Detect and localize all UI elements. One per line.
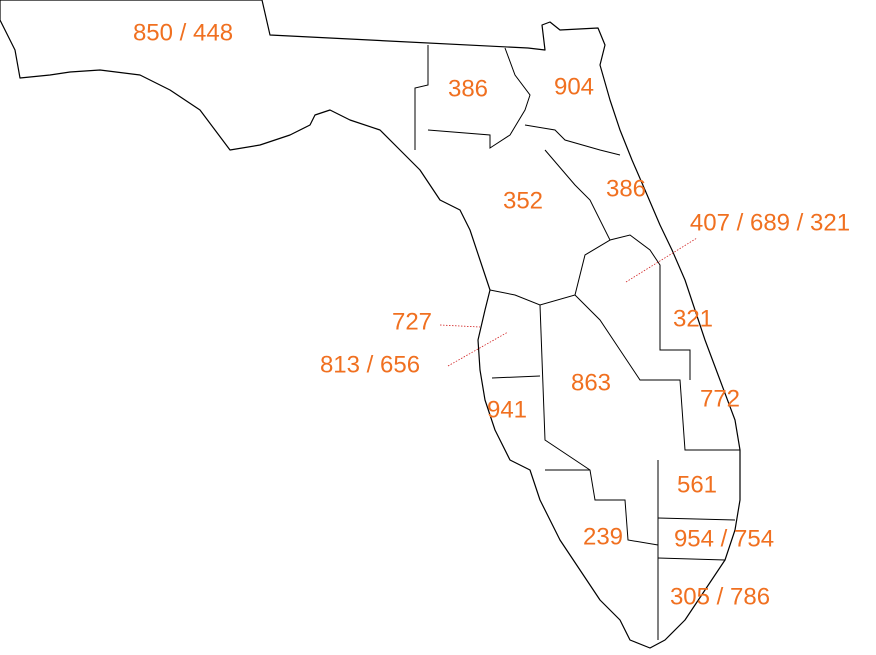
region-border xyxy=(427,47,531,149)
area-code-label: 386 xyxy=(448,75,488,102)
leader-line xyxy=(625,237,698,283)
region-border xyxy=(539,304,659,546)
state-outline xyxy=(0,0,741,649)
area-code-label: 904 xyxy=(554,73,594,100)
area-code-label: 321 xyxy=(673,305,713,332)
area-code-label: 239 xyxy=(583,523,623,550)
region-border xyxy=(524,124,621,156)
region-border xyxy=(414,45,429,150)
area-code-label: 813 / 656 xyxy=(320,351,420,378)
area-code-label: 407 / 689 / 321 xyxy=(690,209,850,236)
area-code-label: 772 xyxy=(700,385,740,412)
region-border xyxy=(489,149,611,306)
leader-line xyxy=(447,331,509,367)
region-border xyxy=(491,375,541,379)
area-code-label: 727 xyxy=(392,308,432,335)
region-border xyxy=(609,234,691,380)
area-code-label: 386 xyxy=(606,175,646,202)
area-code-label: 850 / 448 xyxy=(133,19,233,46)
area-code-label: 352 xyxy=(503,187,543,214)
area-code-label: 941 xyxy=(487,396,527,423)
region-border xyxy=(574,294,740,451)
region-border xyxy=(657,517,736,521)
leader-line xyxy=(439,324,481,328)
area-code-label: 305 / 786 xyxy=(670,583,770,610)
area-code-label: 863 xyxy=(571,369,611,396)
area-code-label: 954 / 754 xyxy=(674,525,774,552)
area-code-label: 561 xyxy=(677,471,717,498)
region-border xyxy=(657,557,726,561)
